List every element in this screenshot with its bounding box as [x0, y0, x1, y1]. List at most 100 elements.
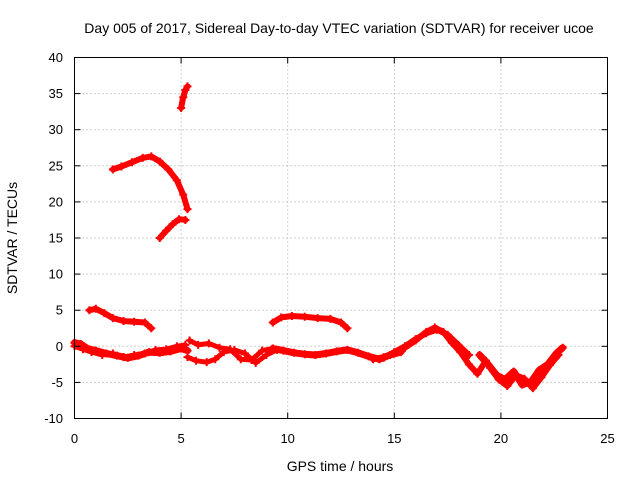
data-point [558, 343, 567, 352]
data-point [128, 158, 137, 167]
data-point [364, 352, 373, 361]
data-point [179, 190, 188, 199]
y-tick-label: 15 [49, 231, 63, 246]
data-point [354, 348, 363, 357]
data-point [117, 162, 126, 171]
data-point [400, 342, 409, 351]
data-point [108, 349, 117, 358]
data-point [535, 366, 544, 375]
data-point [100, 309, 109, 318]
data-point [537, 373, 546, 382]
data-point [185, 336, 194, 345]
data-point [511, 371, 520, 380]
data-point [147, 152, 156, 161]
data-point [183, 205, 192, 214]
data-point [486, 363, 495, 372]
data-point [194, 340, 203, 349]
data-point [151, 345, 160, 354]
data-point [91, 304, 100, 313]
data-point [518, 380, 527, 389]
data-point [268, 344, 277, 353]
data-point [422, 329, 431, 338]
data-point [79, 345, 88, 354]
data-point [204, 339, 213, 348]
x-tick-label: 15 [387, 431, 401, 446]
data-point [162, 226, 171, 235]
y-tick-label: 5 [56, 303, 63, 318]
data-point [164, 165, 173, 174]
data-point [443, 330, 452, 339]
data-point [155, 234, 164, 242]
data-point [473, 369, 482, 378]
data-point [379, 353, 388, 362]
data-point [172, 176, 181, 185]
data-point [322, 349, 331, 358]
y-tick-label: -10 [44, 411, 63, 426]
data-point [85, 306, 94, 315]
chart-title: Day 005 of 2017, Sidereal Day-to-day VTE… [84, 20, 594, 36]
data-point [130, 350, 139, 359]
data-point [326, 314, 335, 323]
data-point [313, 314, 322, 323]
data-point [98, 350, 107, 359]
plot-frame [74, 57, 608, 419]
data-layer [70, 82, 567, 393]
y-tick-label: 25 [49, 158, 63, 173]
data-point [236, 355, 245, 364]
y-tick-label: 20 [49, 194, 63, 209]
data-point [202, 358, 211, 367]
y-axis-label: SDTVAR / TECUs [4, 182, 20, 294]
data-point [147, 324, 156, 333]
data-point [432, 325, 441, 334]
data-point [503, 382, 512, 391]
data-point [140, 318, 149, 327]
y-tick-label: 0 [56, 339, 63, 354]
data-point [411, 335, 420, 344]
data-point [464, 360, 473, 369]
data-point [300, 350, 309, 359]
x-tick-label: 0 [71, 431, 78, 446]
data-point [155, 157, 164, 166]
x-tick-labels: 0 5 10 15 20 25 [71, 431, 615, 446]
data-point [138, 153, 147, 162]
data-point [183, 353, 192, 362]
data-point [343, 324, 352, 333]
series-arc-high [109, 153, 191, 213]
data-point [119, 353, 128, 362]
data-point [168, 220, 177, 229]
tick-marks [74, 57, 608, 419]
data-point [226, 345, 235, 354]
y-tick-label: 30 [49, 122, 63, 137]
data-point [545, 361, 554, 370]
data-point [390, 348, 399, 357]
data-point [181, 340, 190, 349]
grid [74, 57, 608, 419]
x-tick-label: 10 [280, 431, 294, 446]
x-tick-label: 25 [600, 431, 614, 446]
data-point [192, 356, 201, 365]
x-axis-label: GPS time / hours [287, 458, 394, 474]
data-point [258, 346, 267, 355]
data-point [528, 384, 537, 393]
data-point [337, 318, 345, 327]
data-point [108, 314, 117, 323]
data-point [554, 350, 563, 359]
data-point [300, 312, 309, 321]
data-point [130, 317, 139, 326]
data-point [172, 342, 181, 351]
data-point [162, 345, 171, 354]
y-tick-label: 10 [49, 267, 63, 282]
data-point [241, 349, 250, 358]
data-point [87, 348, 96, 357]
data-point [279, 346, 288, 355]
data-point [475, 350, 484, 359]
data-point [494, 375, 503, 384]
data-point [247, 356, 256, 365]
data-point [290, 348, 299, 357]
data-point [464, 350, 473, 359]
series-arc-low-left [86, 305, 155, 332]
data-point [287, 311, 296, 320]
y-tick-label: -5 [51, 375, 63, 390]
data-point [368, 355, 377, 364]
data-point [177, 104, 186, 113]
